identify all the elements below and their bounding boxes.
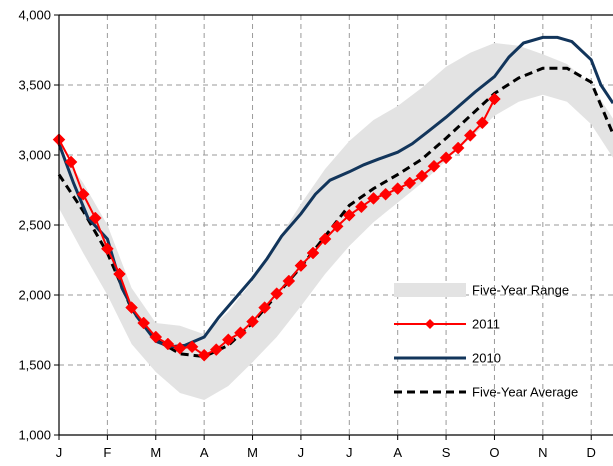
series-2011-point (318, 232, 332, 246)
y-tick-label: 1,000 (18, 428, 51, 443)
series-2011-point (367, 192, 380, 205)
series-2011-point (197, 348, 211, 362)
series-2011-point (234, 326, 247, 340)
x-tick-label: N (538, 445, 547, 460)
y-axis-tick-labels: 1,000 1,500 2,000 2,500 3,000 3,500 4,000 (18, 8, 59, 443)
series-2011-point (342, 208, 356, 222)
series-2011-point (101, 242, 114, 256)
series-2011-point (137, 316, 151, 330)
x-tick-label: F (103, 445, 111, 460)
legend-swatch-five-year-range (394, 283, 466, 297)
series-2011-point (488, 92, 501, 106)
series-2011-point (294, 259, 308, 272)
y-tick-label: 3,500 (18, 78, 51, 93)
legend-label: 2011 (472, 317, 500, 332)
series-2011-point (64, 155, 78, 169)
series-2011-point (113, 267, 126, 281)
legend-label: Five-Year Range (472, 283, 569, 298)
series-2011-point (451, 141, 465, 155)
series-2011-point (306, 246, 320, 260)
series-2011-point (355, 200, 368, 214)
series-2011-point (76, 187, 90, 201)
x-tick-label: D (587, 445, 596, 460)
series-2011-point (88, 211, 102, 225)
x-tick-label: A (200, 445, 209, 460)
series-2011-point (427, 159, 441, 173)
series-2011-point (161, 337, 175, 351)
legend: Five-Year Range 2011 2010 Five-Year Average (394, 283, 578, 400)
x-tick-label: O (489, 445, 499, 460)
series-2011-point (415, 169, 429, 183)
y-tick-label: 2,000 (18, 288, 51, 303)
legend-label: 2010 (472, 351, 501, 366)
series-2011-point (149, 330, 163, 344)
x-tick-label: A (393, 445, 402, 460)
series-2011-point (379, 187, 392, 201)
y-tick-label: 1,500 (18, 358, 51, 373)
x-tick-label: J (298, 445, 305, 460)
legend-marker-2011 (425, 319, 435, 329)
series-2011-point (258, 301, 271, 314)
series-2011-point (173, 341, 187, 355)
x-tick-label: M (247, 445, 258, 460)
x-tick-label: S (442, 445, 451, 460)
series-2011-point (439, 151, 453, 165)
y-tick-label: 4,000 (18, 8, 51, 23)
series-2011-point (463, 129, 477, 142)
series-2011-point (403, 176, 417, 190)
series-2011-point (282, 274, 296, 288)
series-2011-point (246, 315, 259, 328)
x-tick-label: J (346, 445, 353, 460)
y-tick-label: 3,000 (18, 148, 51, 163)
x-tick-label: M (150, 445, 161, 460)
y-tick-label: 2,500 (18, 218, 51, 233)
series-2011-point (125, 301, 138, 314)
series-2011-point (185, 340, 199, 354)
series-2011-point (391, 182, 405, 195)
series-2011-point (330, 220, 344, 233)
series-2011-point (476, 116, 489, 130)
series-lines (52, 35, 613, 362)
series-2011-point (209, 343, 223, 356)
series-2011-point (221, 333, 235, 347)
series-2011-point (270, 287, 284, 300)
legend-label: Five-Year Average (472, 385, 578, 400)
x-tick-label: J (56, 445, 63, 460)
